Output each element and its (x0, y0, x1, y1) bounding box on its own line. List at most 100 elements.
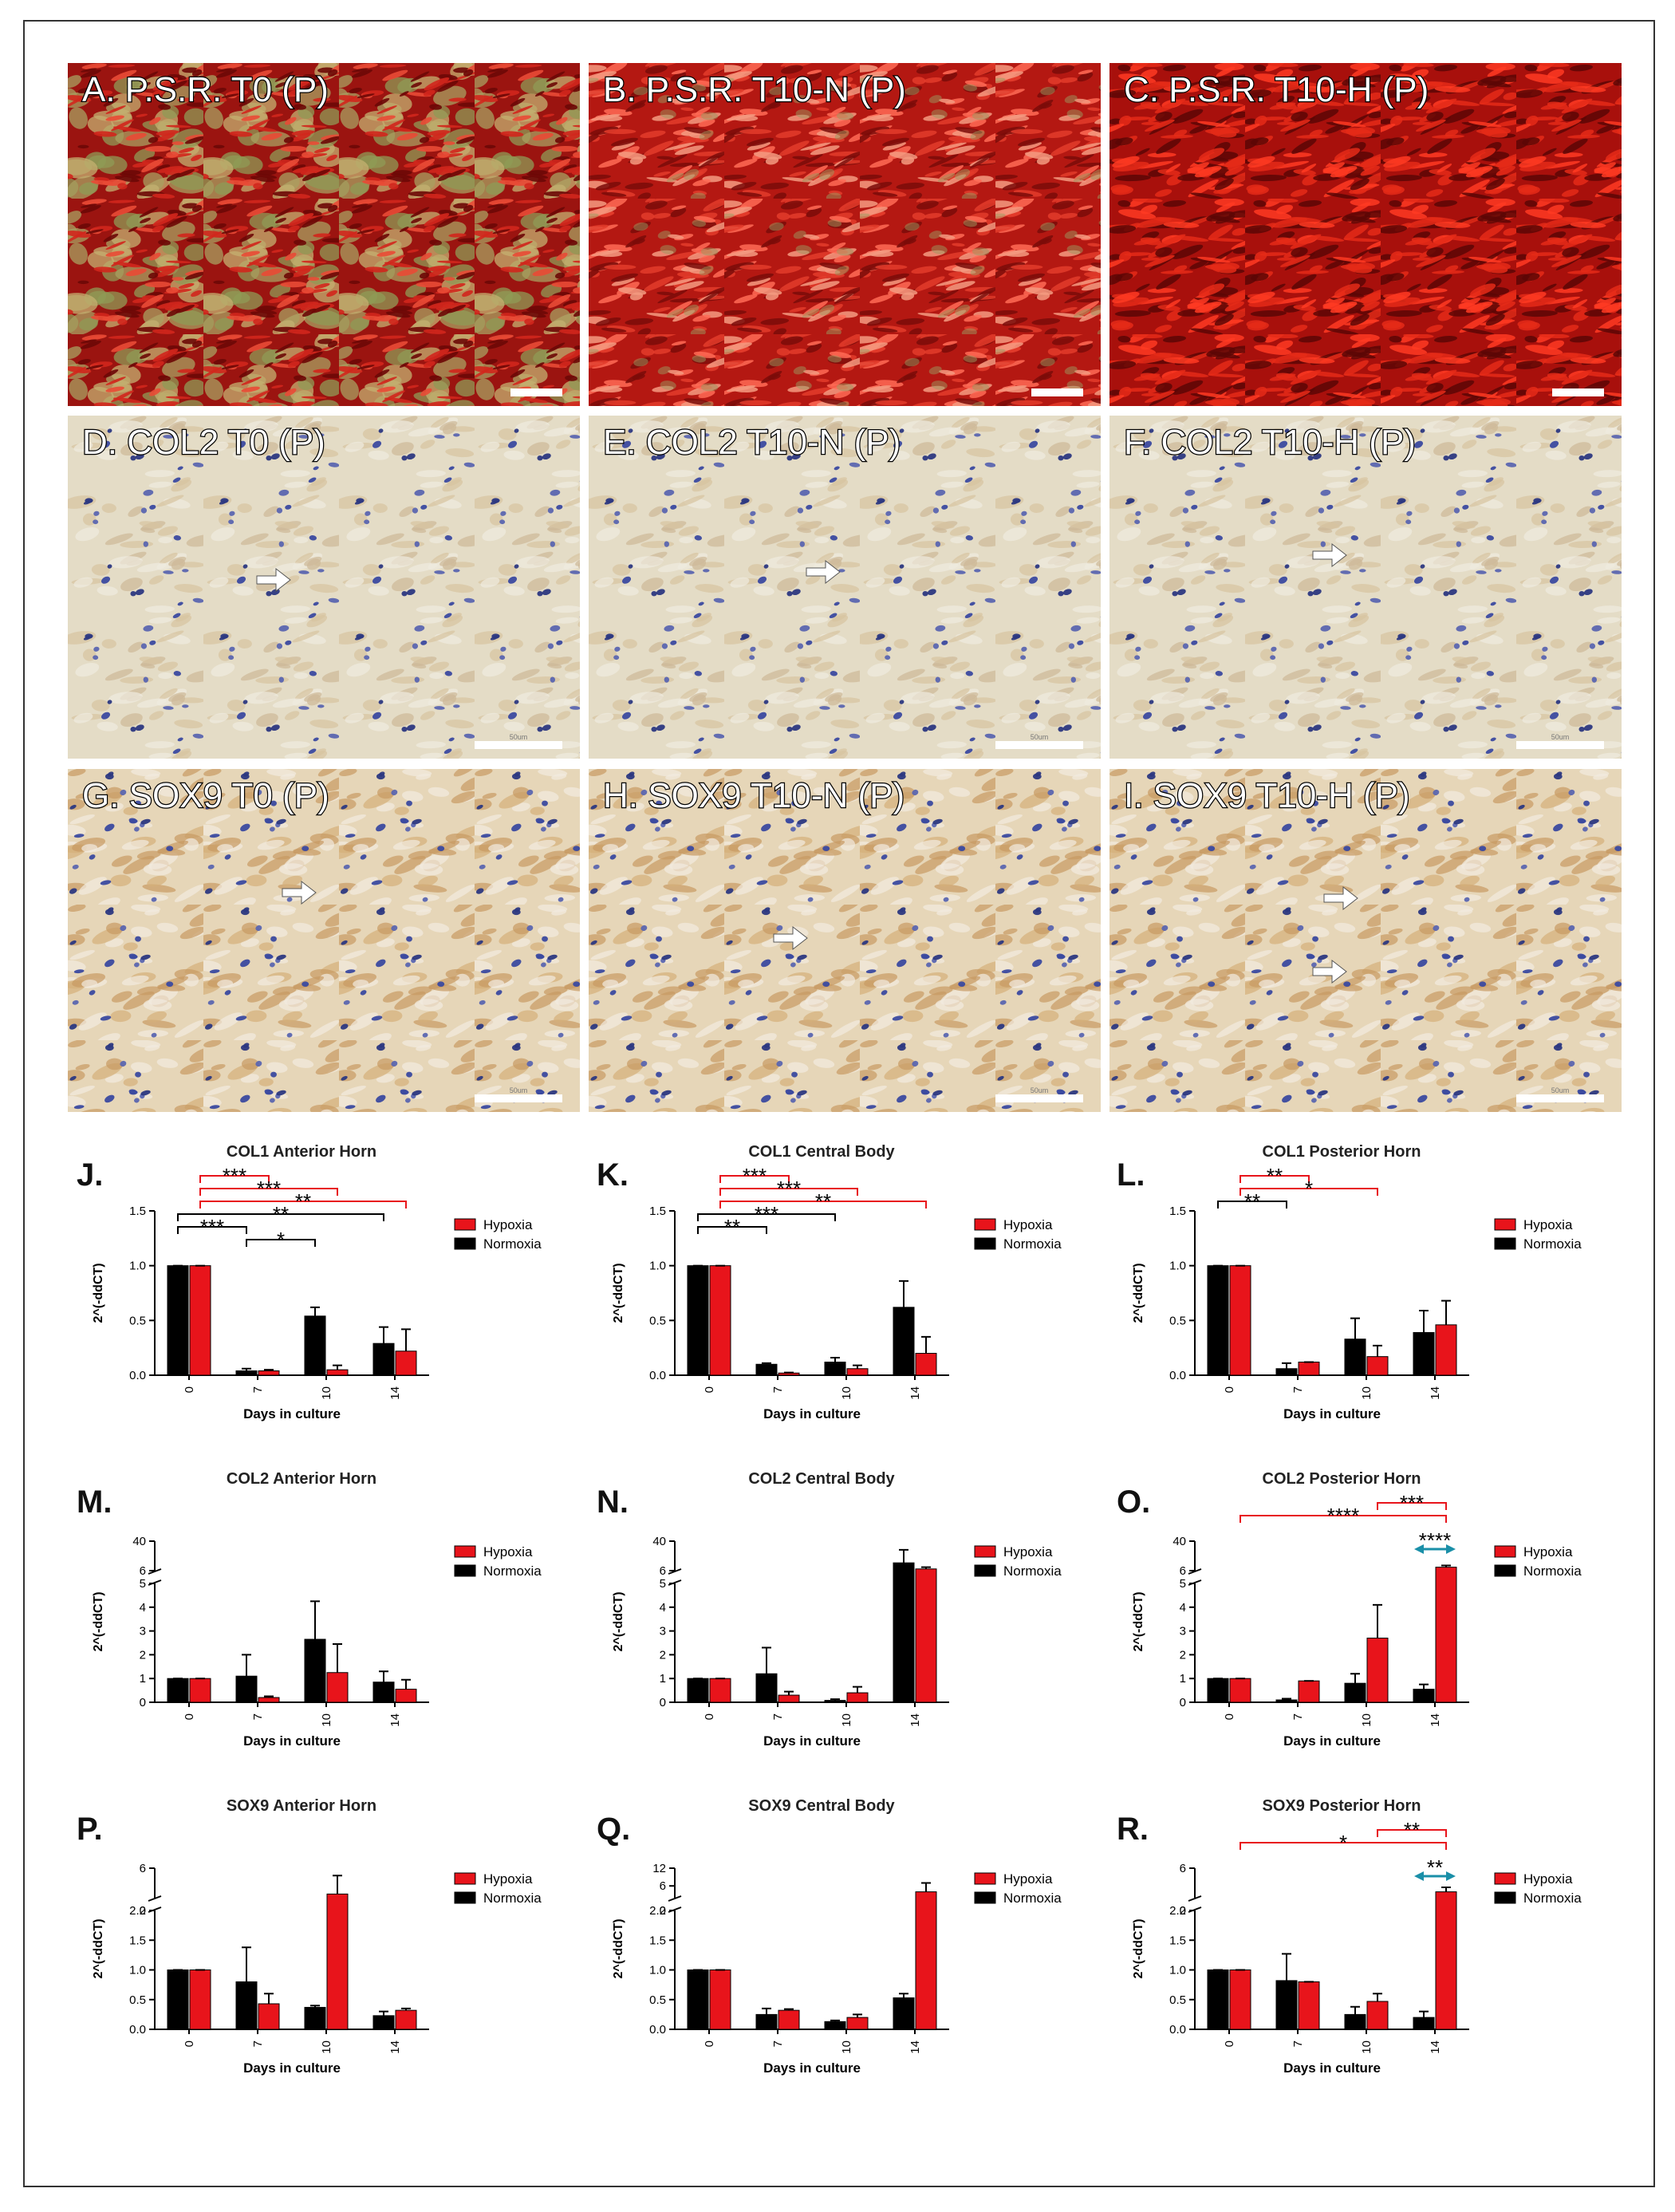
chart-title: COL2 Posterior Horn (1263, 1470, 1421, 1488)
error-bar (853, 1686, 862, 1694)
legend-swatch (454, 1872, 476, 1885)
bar (372, 1343, 395, 1376)
x-axis-label: Days in culture (243, 1406, 341, 1421)
panel-label: H. SOX9 T10-N (P) (603, 776, 905, 815)
legend-label: Normoxia (483, 1891, 542, 1906)
bar (1275, 1699, 1298, 1703)
chart-title: COL1 Posterior Horn (1263, 1143, 1421, 1161)
legend-swatch (1494, 1237, 1516, 1250)
legend-swatch (454, 1891, 476, 1904)
y-tick-label: 2.0 (129, 1904, 146, 1918)
significance-label: *** (200, 1215, 224, 1239)
bar (893, 1307, 915, 1376)
y-tick-label: 5 (660, 1577, 666, 1591)
y-tick-label: 4 (660, 1601, 666, 1615)
x-tick-label: 14 (388, 1713, 402, 1727)
y-tick-label: 1.5 (1169, 1205, 1186, 1218)
scale-bar-label: 50um (1031, 733, 1049, 741)
bar (1413, 1331, 1435, 1376)
panel-letter: O. (1117, 1485, 1150, 1520)
arrow (282, 880, 317, 905)
panel-letter: M. (77, 1485, 112, 1520)
x-axis-label: Days in culture (763, 1406, 861, 1421)
micrograph-image (589, 63, 1101, 406)
x-axis-label: Days in culture (1283, 1733, 1381, 1749)
bar (709, 1970, 731, 2030)
x-tick-label: 0 (183, 1386, 196, 1393)
y-tick-label: 1 (660, 1672, 666, 1686)
bar (1413, 1689, 1435, 1703)
error-bar (830, 1357, 840, 1362)
micrograph-panel: I. SOX9 T10-H (P) 50um (1109, 769, 1622, 1112)
chart-title: COL2 Central Body (748, 1470, 895, 1488)
legend-swatch (1494, 1545, 1516, 1558)
legend-swatch (974, 1218, 996, 1231)
x-tick-label: 10 (840, 1386, 853, 1400)
y-tick-label: 40 (1172, 1535, 1186, 1548)
significance-bracket (1377, 1502, 1447, 1510)
y-tick-label: 1.0 (649, 1964, 666, 1977)
panel-letter: P. (77, 1812, 103, 1847)
error-bar (1419, 1683, 1429, 1690)
legend-label: Hypoxia (1003, 1871, 1053, 1887)
significance-label: ** (295, 1189, 311, 1213)
significance-label: ** (1404, 1818, 1420, 1842)
error-bar (921, 1882, 931, 1892)
y-tick-label: 0.5 (649, 1314, 666, 1327)
chart-title: COL1 Central Body (748, 1143, 895, 1161)
scale-bar (475, 1094, 562, 1102)
error-bar (1441, 1887, 1451, 1892)
legend-swatch (974, 1545, 996, 1558)
x-tick-label: 7 (1291, 1386, 1305, 1393)
legend-swatch (454, 1545, 476, 1558)
bar (846, 1692, 869, 1703)
panel-letter: L. (1117, 1157, 1145, 1193)
error-bar (762, 2007, 771, 2015)
scale-bar-label: 50um (1551, 733, 1570, 741)
panel-letter: R. (1117, 1812, 1149, 1847)
legend-label: Normoxia (483, 1563, 542, 1579)
x-axis-label: Days in culture (1283, 1406, 1381, 1421)
bar (778, 1694, 800, 1703)
chart: COL1 Central Body K. 2^(-ddCT) Days in cult… (597, 1143, 1062, 1421)
bar (824, 2021, 846, 2030)
error-bar (853, 2013, 862, 2018)
x-tick-label: 7 (771, 1386, 785, 1393)
y-axis-label: 2^(-ddCT) (92, 1591, 105, 1651)
bar (189, 1970, 211, 2030)
y-tick-label: 1.0 (129, 1964, 146, 1977)
error-bar (401, 2007, 411, 2011)
bar (915, 1353, 937, 1376)
x-tick-label: 0 (703, 1713, 716, 1720)
bar (1207, 1678, 1229, 1703)
significance-label: ** (273, 1202, 289, 1226)
bar (846, 1368, 869, 1376)
x-tick-label: 14 (1429, 1386, 1442, 1400)
error-bar (1350, 1673, 1360, 1684)
legend-label: Hypoxia (483, 1544, 533, 1559)
bar (709, 1265, 731, 1376)
micrograph-panel: H. SOX9 T10-N (P) 50um (589, 769, 1101, 1112)
x-axis-label: Days in culture (1283, 2060, 1381, 2076)
bar (1298, 1981, 1320, 2030)
bar (1229, 1265, 1251, 1376)
bar (893, 1562, 915, 1703)
arrow (1323, 885, 1358, 911)
y-tick-label: 0 (660, 1696, 666, 1709)
x-tick-label: 14 (908, 2040, 922, 2054)
x-tick-label: 7 (251, 2040, 265, 2047)
significance-label: *** (257, 1177, 281, 1201)
arrow (1312, 542, 1347, 568)
panel-label: F. COL2 T10-H (P) (1124, 423, 1416, 462)
y-tick-label: 0.0 (129, 1369, 146, 1382)
scale-bar (995, 1094, 1083, 1102)
significance-bracket (697, 1213, 836, 1221)
error-bar (333, 1364, 342, 1370)
bar (258, 1370, 280, 1376)
micrograph-image (68, 769, 580, 1112)
legend-label: Normoxia (1523, 1563, 1582, 1579)
micrograph-panel: E. COL2 T10-N (P) 50um (589, 416, 1101, 759)
x-axis-label: Days in culture (243, 1733, 341, 1749)
significance-bracket (1377, 1829, 1447, 1837)
